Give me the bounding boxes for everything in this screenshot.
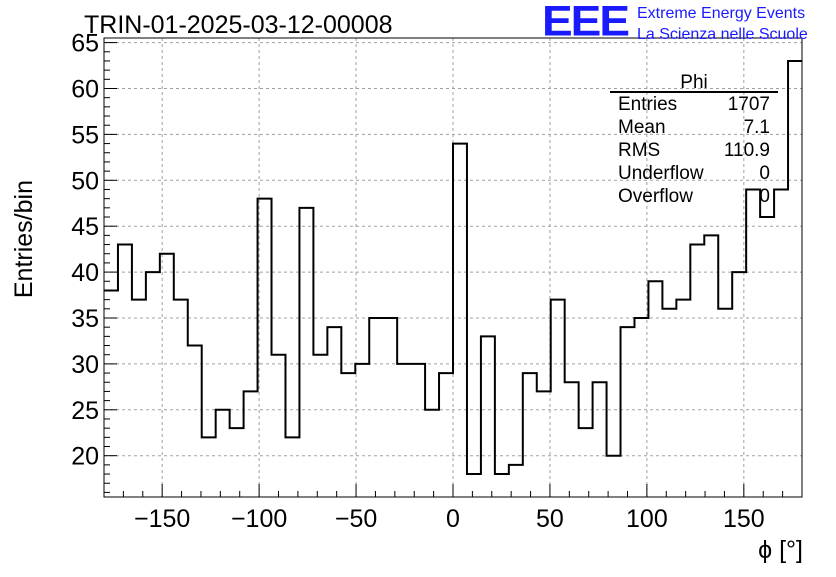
x-tick-label: −50 xyxy=(335,505,377,533)
stats-value-overflow: 0 xyxy=(759,186,770,207)
stats-label-mean: Mean xyxy=(618,117,666,138)
x-tick-label: 100 xyxy=(626,505,668,533)
x-axis-label: ϕ [°] xyxy=(758,536,803,564)
axis-tick-labels: −150 −100 −50 0 50 100 150 20 25 30 35 40 45 50 55 60 65 xyxy=(71,30,765,533)
axis-ticks xyxy=(103,42,803,497)
stats-label-rms: RMS xyxy=(618,140,660,161)
stats-label-overflow: Overflow xyxy=(618,186,693,207)
x-tick-label: 0 xyxy=(446,505,460,533)
eee-logo: EEE Extreme Energy Events La Scienza nel… xyxy=(542,0,836,46)
stats-value-mean: 7.1 xyxy=(744,117,770,138)
x-tick-label: −100 xyxy=(231,505,287,533)
x-tick-label: 50 xyxy=(536,505,564,533)
stats-title: Phi xyxy=(680,72,707,93)
stats-label-underflow: Underflow xyxy=(618,163,704,184)
y-tick-label: 60 xyxy=(71,75,99,103)
eee-logo-line2: La Scienza nelle Scuole xyxy=(637,26,808,43)
y-tick-label: 55 xyxy=(71,121,99,149)
histogram-step-line xyxy=(104,59,802,476)
x-tick-label: 150 xyxy=(723,505,765,533)
y-tick-label: 65 xyxy=(71,30,99,58)
stats-box: Phi Entries 1707 Mean 7.1 RMS 110.9 Unde… xyxy=(610,72,778,207)
eee-logo-line1: Extreme Energy Events xyxy=(637,5,806,22)
y-axis-label: Entries/bin xyxy=(10,180,38,298)
stats-value-rms: 110.9 xyxy=(724,140,770,161)
y-tick-label: 20 xyxy=(71,443,99,471)
y-tick-label: 30 xyxy=(71,351,99,379)
stats-label-entries: Entries xyxy=(618,94,677,115)
y-tick-label: 40 xyxy=(71,259,99,287)
stats-value-entries: 1707 xyxy=(728,94,770,115)
y-tick-label: 35 xyxy=(71,305,99,333)
y-tick-label: 45 xyxy=(71,213,99,241)
eee-logo-mark: EEE xyxy=(542,0,630,45)
y-tick-label: 50 xyxy=(71,167,99,195)
x-tick-label: −150 xyxy=(134,505,190,533)
chart-title: TRIN-01-2025-03-12-00008 xyxy=(84,11,393,39)
y-tick-label: 25 xyxy=(71,397,99,425)
stats-value-underflow: 0 xyxy=(759,163,770,184)
